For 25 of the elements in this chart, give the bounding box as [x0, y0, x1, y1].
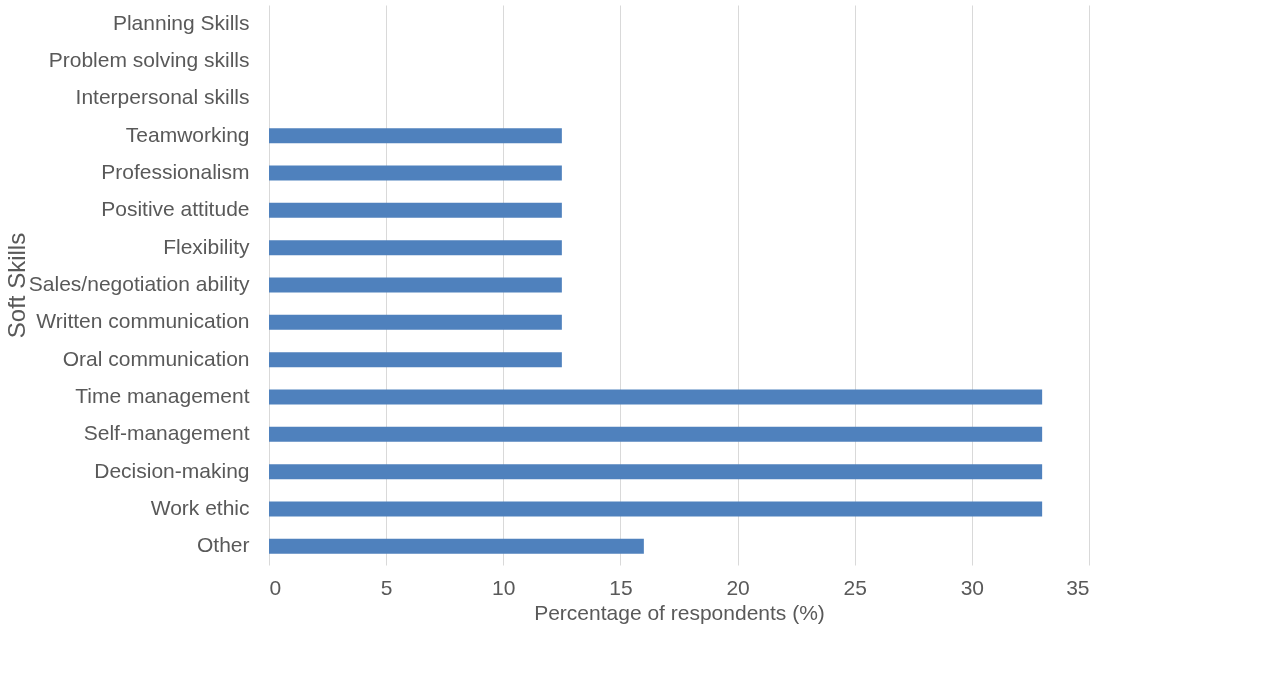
y-tick-label: Time management	[75, 384, 250, 407]
x-axis-title: Percentage of respondents (%)	[534, 600, 825, 624]
y-tick-label: Problem solving skills	[48, 48, 250, 71]
x-tick-label: 25	[843, 575, 867, 599]
y-tick-label: Planning Skills	[112, 10, 250, 34]
x-tick-label: 15	[609, 575, 633, 599]
x-tick-label: 30	[960, 575, 985, 599]
y-tick-label: Professionalism	[101, 160, 250, 183]
y-tick-label: Oral communication	[62, 346, 250, 370]
x-tick-label: 10	[492, 575, 516, 599]
x-tick-label: 5	[380, 575, 393, 599]
y-tick-label: Teamworking	[125, 122, 250, 146]
x-tick-label: 35	[1066, 575, 1090, 599]
x-tick-label: 20	[726, 575, 750, 599]
y-tick-label: Flexibility	[163, 234, 250, 258]
y-tick-label: Sales/negotiation ability	[28, 272, 250, 295]
y-tick-label: Positive attitude	[101, 197, 250, 221]
y-tick-label: Self-management	[83, 421, 250, 445]
y-tick-label: Other	[196, 533, 250, 557]
x-tick-label: 0	[269, 575, 282, 599]
y-tick-label: Decision-making	[94, 458, 250, 482]
y-axis-title: Soft Skills	[2, 232, 30, 339]
y-tick-label: Work ethic	[150, 496, 250, 519]
y-tick-label: Written communication	[36, 309, 250, 333]
y-tick-label: Interpersonal skills	[75, 85, 250, 109]
